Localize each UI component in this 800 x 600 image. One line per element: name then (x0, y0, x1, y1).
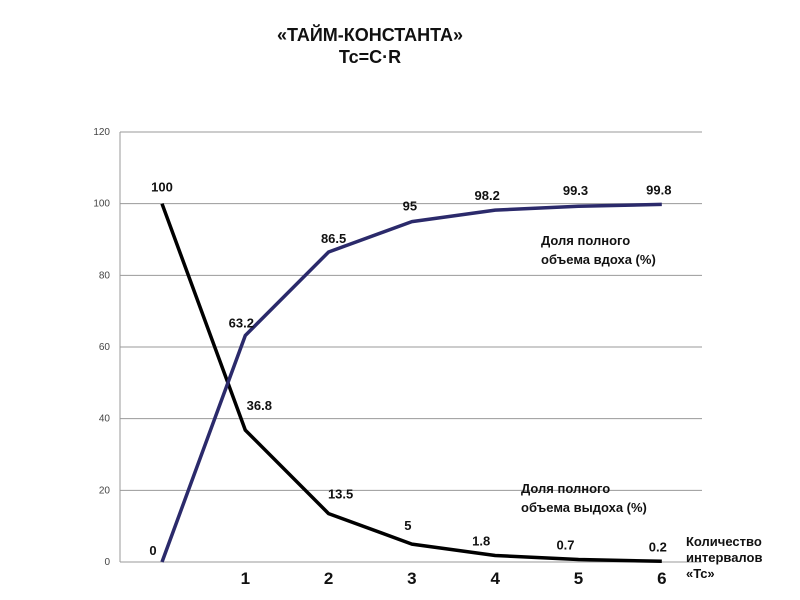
data-label-inhale: 99.3 (563, 183, 588, 198)
y-tick-label: 40 (99, 414, 111, 425)
data-label-exhale: 13.5 (328, 487, 353, 502)
data-label-inhale: 86.5 (321, 231, 346, 246)
series-annotation-exhale: Доля полного (521, 481, 610, 496)
y-tick-label: 80 (99, 270, 111, 281)
y-tick-label: 120 (93, 127, 110, 138)
x-tick-label: 6 (657, 569, 666, 588)
y-tick-label: 0 (104, 557, 110, 568)
data-label-inhale: 0 (149, 543, 156, 558)
series-annotation-exhale: объема выдоха (%) (521, 500, 647, 515)
chart-title-block: «ТАЙМ-КОНСТАНТА» Tc=C·R (170, 24, 570, 68)
series-line-inhale (160, 202, 662, 563)
x-axis-title-line: интервалов (686, 550, 762, 565)
data-label-exhale: 0.7 (556, 537, 574, 552)
data-label-exhale: 36.8 (247, 398, 272, 413)
y-tick-label: 60 (99, 342, 111, 353)
chart-title: «ТАЙМ-КОНСТАНТА» (276, 25, 464, 45)
x-tick-label: 2 (324, 569, 333, 588)
series-line-exhale (160, 203, 662, 564)
x-tick-label: 3 (407, 569, 416, 588)
data-label-inhale: 95 (403, 199, 417, 214)
x-tick-label: 5 (574, 569, 583, 588)
x-tick-label: 1 (241, 569, 250, 588)
y-tick-label: 100 (93, 199, 110, 210)
x-axis-title-line: Количество (686, 534, 762, 549)
data-label-exhale: 0.2 (649, 539, 667, 554)
data-label-inhale: 63.2 (229, 316, 254, 331)
chart-subtitle: Tc=C·R (338, 47, 402, 67)
data-label-exhale: 100 (151, 180, 173, 195)
series-annotation-inhale: объема вдоха (%) (541, 252, 656, 267)
y-tick-label: 20 (99, 485, 111, 496)
data-label-inhale: 99.8 (646, 182, 671, 197)
data-label-inhale: 98.2 (475, 188, 500, 203)
data-label-exhale: 1.8 (472, 534, 490, 549)
series-annotation-inhale: Доля полного (541, 233, 630, 248)
x-axis-title-line: «Tc» (686, 566, 715, 581)
x-tick-label: 4 (490, 569, 500, 588)
data-label-exhale: 5 (404, 518, 411, 533)
